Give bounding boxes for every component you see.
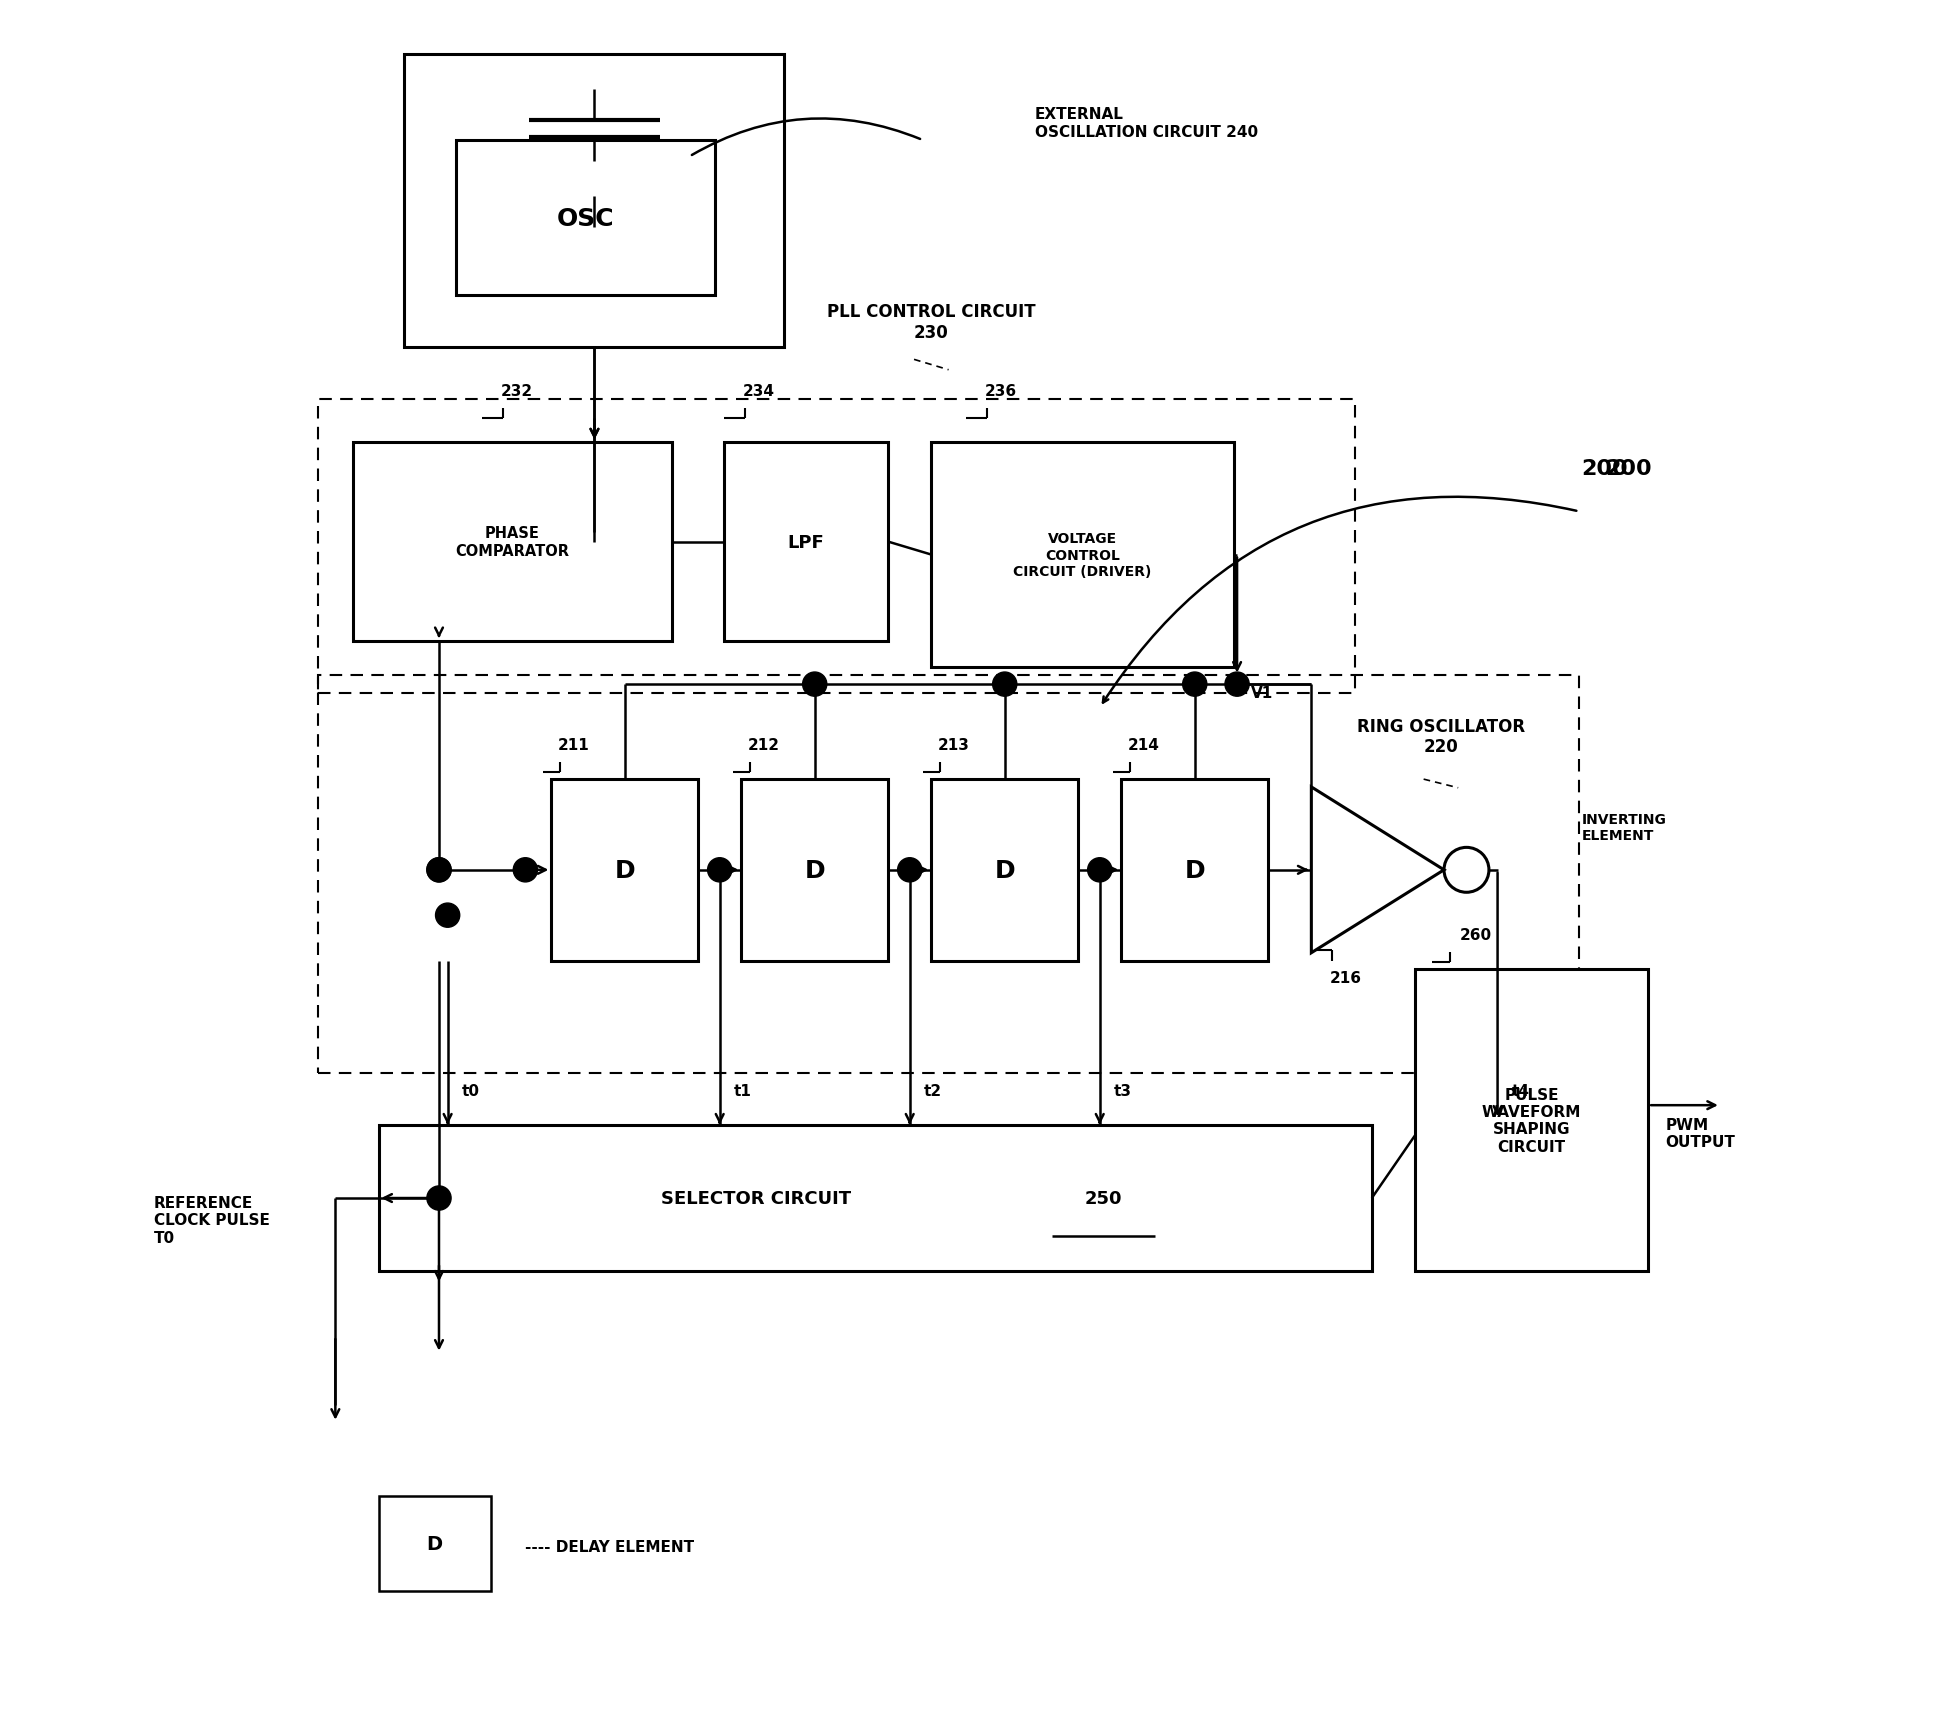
Text: D: D [993, 859, 1015, 882]
Text: 212: 212 [748, 738, 779, 753]
Bar [740, 779, 888, 961]
Text: 214: 214 [1128, 738, 1159, 753]
Bar [353, 443, 672, 641]
Bar [1414, 970, 1648, 1271]
Text: PHASE
COMPARATOR: PHASE COMPARATOR [456, 527, 569, 558]
Text: 236: 236 [984, 385, 1017, 398]
Circle shape [898, 859, 921, 882]
Text: PWM
OUTPUT: PWM OUTPUT [1666, 1117, 1734, 1150]
Text: INVERTING
ELEMENT: INVERTING ELEMENT [1582, 812, 1666, 842]
Text: 211: 211 [557, 738, 590, 753]
Circle shape [1182, 672, 1206, 696]
Text: t2: t2 [923, 1082, 941, 1098]
Bar [723, 443, 888, 641]
Text: EXTERNAL
OSCILLATION CIRCUIT 240: EXTERNAL OSCILLATION CIRCUIT 240 [1034, 107, 1258, 140]
Text: D: D [427, 1535, 442, 1554]
Text: 234: 234 [742, 385, 773, 398]
Text: 232: 232 [501, 385, 532, 398]
Text: V1: V1 [1251, 686, 1272, 701]
Text: t4: t4 [1510, 1082, 1529, 1098]
Bar [931, 443, 1233, 667]
Text: ---- DELAY ELEMENT: ---- DELAY ELEMENT [526, 1538, 693, 1554]
Bar [931, 779, 1077, 961]
Bar [1120, 779, 1268, 961]
Text: SELECTOR CIRCUIT: SELECTOR CIRCUIT [660, 1190, 851, 1207]
Circle shape [707, 859, 730, 882]
Circle shape [427, 859, 450, 882]
Text: VOLTAGE
CONTROL
CIRCUIT (DRIVER): VOLTAGE CONTROL CIRCUIT (DRIVER) [1013, 532, 1151, 578]
Circle shape [1087, 859, 1110, 882]
Text: t0: t0 [462, 1082, 479, 1098]
Text: t3: t3 [1112, 1082, 1132, 1098]
Circle shape [512, 859, 538, 882]
Bar [456, 140, 715, 296]
Circle shape [1225, 672, 1249, 696]
Bar [405, 55, 785, 348]
Bar [318, 675, 1578, 1074]
Bar [551, 779, 697, 961]
Text: 260: 260 [1459, 928, 1490, 942]
Text: PLL CONTROL CIRCUIT
230: PLL CONTROL CIRCUIT 230 [826, 303, 1034, 341]
Bar [542, 163, 647, 197]
Text: PULSE
WAVEFORM
SHAPING
CIRCUIT: PULSE WAVEFORM SHAPING CIRCUIT [1480, 1088, 1580, 1154]
Text: OSC: OSC [557, 206, 614, 230]
Circle shape [427, 859, 450, 882]
Text: 200: 200 [1605, 459, 1650, 480]
Text: D: D [1184, 859, 1204, 882]
Text: REFERENCE
CLOCK PULSE
T0: REFERENCE CLOCK PULSE T0 [154, 1195, 269, 1245]
Circle shape [427, 1186, 450, 1211]
Bar [378, 1126, 1371, 1271]
Circle shape [803, 672, 826, 696]
Circle shape [434, 904, 460, 928]
Text: RING OSCILLATOR
220: RING OSCILLATOR 220 [1356, 717, 1523, 755]
Circle shape [992, 672, 1017, 696]
Text: LPF: LPF [787, 533, 824, 551]
Text: 250: 250 [1085, 1190, 1122, 1207]
Text: 200: 200 [1582, 459, 1627, 480]
Text: D: D [614, 859, 635, 882]
Text: 216: 216 [1329, 970, 1362, 986]
Text: t1: t1 [732, 1082, 752, 1098]
Bar [318, 400, 1354, 693]
Bar [378, 1496, 491, 1592]
Text: 213: 213 [937, 738, 970, 753]
Text: D: D [805, 859, 824, 882]
